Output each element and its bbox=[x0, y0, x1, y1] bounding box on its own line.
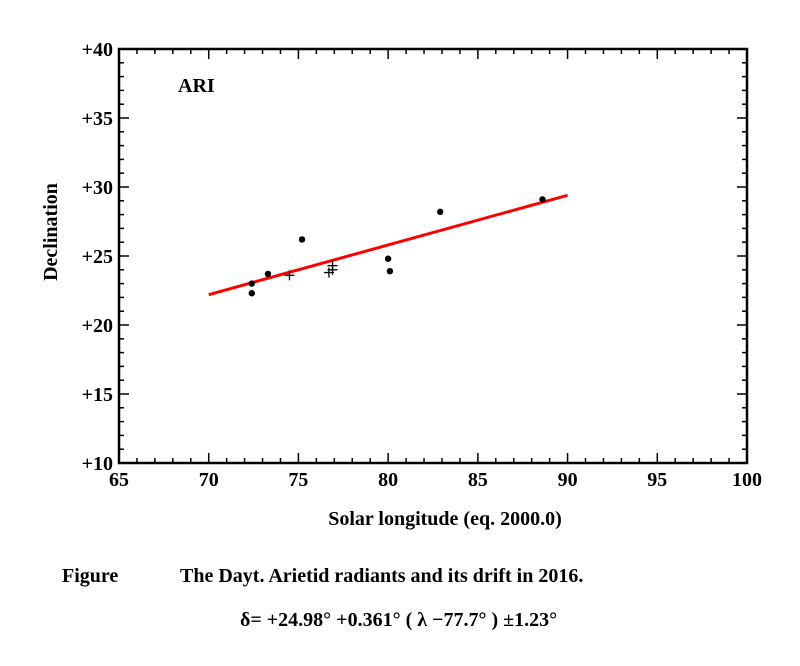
data-point-dot bbox=[248, 280, 255, 287]
data-point-dot bbox=[436, 208, 444, 216]
x-tick-label: 90 bbox=[558, 469, 578, 491]
chart: 65 70 75 80 85 90 95 100 +10+15+20+25+30+35+40 … bbox=[40, 39, 762, 530]
data-point-dot bbox=[298, 236, 306, 243]
y-axis-title: Declination bbox=[40, 183, 62, 281]
data-points-layer bbox=[248, 196, 546, 297]
plot-frame bbox=[117, 47, 749, 465]
data-point-plus bbox=[327, 260, 338, 271]
caption-text: The Dayt. Arietid radiants and its drift… bbox=[180, 565, 584, 587]
data-point-dot bbox=[264, 270, 272, 278]
y-tick-marks bbox=[119, 48, 747, 464]
x-tick-label: 70 bbox=[199, 469, 219, 491]
caption-formula: δ= +24.98° +0.361° ( λ −77.7° ) ±1.23° bbox=[240, 609, 558, 631]
x-tick-label: 80 bbox=[378, 469, 398, 491]
y-tick-label: +30 bbox=[82, 177, 113, 199]
data-point-dot bbox=[386, 267, 394, 275]
y-tick-label: +20 bbox=[82, 315, 113, 337]
x-tick-label: 65 bbox=[109, 469, 129, 491]
panel-label: ARI bbox=[178, 75, 215, 97]
y-tick-label: +10 bbox=[82, 453, 113, 475]
data-point-dot bbox=[248, 290, 255, 297]
x-tick-label: 75 bbox=[288, 469, 308, 491]
y-tick-label: +25 bbox=[82, 246, 113, 268]
drift-fit-line bbox=[208, 193, 568, 297]
x-tick-marks bbox=[118, 49, 748, 463]
data-point-plus bbox=[284, 270, 295, 281]
data-point-dot bbox=[384, 255, 392, 262]
data-point-dot bbox=[539, 196, 546, 203]
x-tick-labels: 65 70 75 80 85 90 95 100 bbox=[109, 469, 762, 491]
y-tick-label: +35 bbox=[82, 108, 113, 130]
x-axis-title: Solar longitude (eq. 2000.0) bbox=[328, 508, 562, 530]
y-tick-labels: +10 +15 +20 +25 +30 +35 +40 bbox=[82, 39, 113, 475]
x-tick-label: 95 bbox=[647, 469, 667, 491]
caption-figure-label: Figure bbox=[62, 565, 119, 587]
x-tick-label: 85 bbox=[468, 469, 488, 491]
fit-line-layer bbox=[208, 193, 568, 297]
x-tick-label: 100 bbox=[732, 469, 762, 491]
y-tick-label: +15 bbox=[82, 384, 113, 406]
y-tick-label: +40 bbox=[82, 39, 113, 61]
